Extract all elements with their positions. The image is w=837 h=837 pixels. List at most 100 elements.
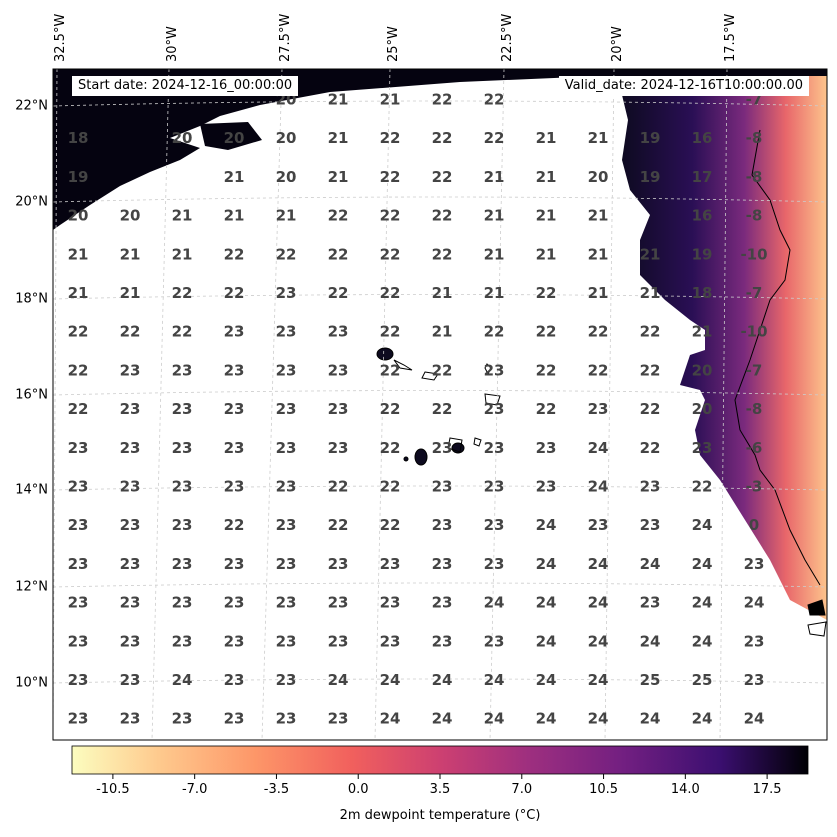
grid-value: 21 xyxy=(536,207,557,225)
grid-value: 21 xyxy=(484,284,505,302)
colorbar-tick-label: 3.5 xyxy=(430,782,451,797)
grid-value: 22 xyxy=(68,400,89,418)
latitude-label: 12°N xyxy=(15,580,48,595)
grid-value: 23 xyxy=(328,400,349,418)
grid-value: 21 xyxy=(172,245,193,263)
grid-value: 24 xyxy=(692,710,713,728)
grid-value: 22 xyxy=(640,439,661,457)
grid-value: 22 xyxy=(432,361,453,379)
grid-value: 21 xyxy=(328,129,349,147)
grid-value: 24 xyxy=(484,594,505,612)
grid-value: 23 xyxy=(432,516,453,534)
grid-value: 23 xyxy=(224,555,245,573)
grid-value: 25 xyxy=(640,671,661,689)
grid-value: 22 xyxy=(120,323,141,341)
grid-value: 21 xyxy=(380,91,401,109)
grid-value: 23 xyxy=(172,439,193,457)
longitude-label: 30°W xyxy=(165,26,180,62)
grid-value: 22 xyxy=(536,400,557,418)
grid-value: 23 xyxy=(68,632,89,650)
grid-value: 22 xyxy=(640,361,661,379)
grid-value: 24 xyxy=(588,632,609,650)
grid-value: 20 xyxy=(68,207,89,225)
grid-value: 24 xyxy=(432,710,453,728)
grid-value: 23 xyxy=(120,439,141,457)
grid-value: 21 xyxy=(484,168,505,186)
grid-value: 22 xyxy=(588,361,609,379)
grid-value: 22 xyxy=(380,400,401,418)
grid-value: 23 xyxy=(744,632,765,650)
grid-value: -10 xyxy=(740,323,767,341)
grid-value: 23 xyxy=(432,594,453,612)
grid-value: 23 xyxy=(432,632,453,650)
grid-value: 22 xyxy=(380,478,401,496)
grid-value: 23 xyxy=(276,361,297,379)
grid-value: 18 xyxy=(68,129,89,147)
grid-value: 24 xyxy=(380,671,401,689)
colorbar-ticks: -10.5 -7.0 -3.5 0.0 3.5 7.0 10.5 14.0 17.5 xyxy=(96,774,782,797)
grid-value: 23 xyxy=(224,323,245,341)
grid-value: 23 xyxy=(328,632,349,650)
grid-value: 22 xyxy=(432,129,453,147)
grid-value: 23 xyxy=(172,361,193,379)
grid-value: 23 xyxy=(744,555,765,573)
grid-value: 23 xyxy=(68,478,89,496)
grid-value: 23 xyxy=(276,284,297,302)
start-date-label: Start date: 2024-12-16_00:00:00 xyxy=(72,76,299,96)
grid-value: 22 xyxy=(380,323,401,341)
grid-value: 23 xyxy=(536,439,557,457)
dewpoint-field-north-tail xyxy=(200,122,262,150)
grid-value: 23 xyxy=(276,323,297,341)
latitude-label: 10°N xyxy=(15,676,48,691)
grid-value: 21 xyxy=(484,245,505,263)
grid-value: 22 xyxy=(536,284,557,302)
grid-value: 23 xyxy=(484,516,505,534)
grid-value: 18 xyxy=(692,284,713,302)
grid-value: 22 xyxy=(380,284,401,302)
grid-value: 24 xyxy=(328,671,349,689)
colorbar-tick-label: -10.5 xyxy=(96,782,130,797)
grid-value: 24 xyxy=(536,516,557,534)
grid-value: 24 xyxy=(588,671,609,689)
grid-value: 23 xyxy=(432,555,453,573)
grid-value: 22 xyxy=(484,91,505,109)
grid-value: 23 xyxy=(276,555,297,573)
grid-value: 23 xyxy=(120,361,141,379)
grid-value: 22 xyxy=(536,323,557,341)
grid-value: 22 xyxy=(640,323,661,341)
grid-value: 24 xyxy=(484,710,505,728)
grid-value: 20 xyxy=(588,168,609,186)
grid-value: 23 xyxy=(328,361,349,379)
grid-value: 21 xyxy=(588,284,609,302)
grid-value: 21 xyxy=(224,207,245,225)
grid-value: 21 xyxy=(588,207,609,225)
longitude-label: 20°W xyxy=(610,26,625,62)
grid-value: 24 xyxy=(588,478,609,496)
grid-value: 22 xyxy=(380,361,401,379)
grid-value: 22 xyxy=(276,245,297,263)
grid-value: 21 xyxy=(120,284,141,302)
grid-value: 21 xyxy=(536,168,557,186)
grid-value: 20 xyxy=(120,207,141,225)
grid-value: 23 xyxy=(328,555,349,573)
longitude-label: 25°W xyxy=(386,26,401,62)
grid-value: 22 xyxy=(380,516,401,534)
grid-value: -6 xyxy=(746,439,763,457)
grid-value: 24 xyxy=(172,671,193,689)
latitude-label: 16°N xyxy=(15,388,48,403)
latitude-label: 14°N xyxy=(15,483,48,498)
grid-value: -8 xyxy=(746,129,763,147)
grid-value: 22 xyxy=(328,478,349,496)
grid-value: 23 xyxy=(68,671,89,689)
grid-value: 24 xyxy=(692,555,713,573)
grid-value: 21 xyxy=(640,245,661,263)
grid-value: 23 xyxy=(328,323,349,341)
grid-value: 22 xyxy=(692,478,713,496)
grid-value: 0 xyxy=(749,516,759,534)
grid-value: 23 xyxy=(276,439,297,457)
grid-value: 22 xyxy=(224,284,245,302)
grid-value: 23 xyxy=(120,594,141,612)
grid-value: 23 xyxy=(328,439,349,457)
grid-value: 23 xyxy=(484,632,505,650)
grid-value: 20 xyxy=(224,129,245,147)
